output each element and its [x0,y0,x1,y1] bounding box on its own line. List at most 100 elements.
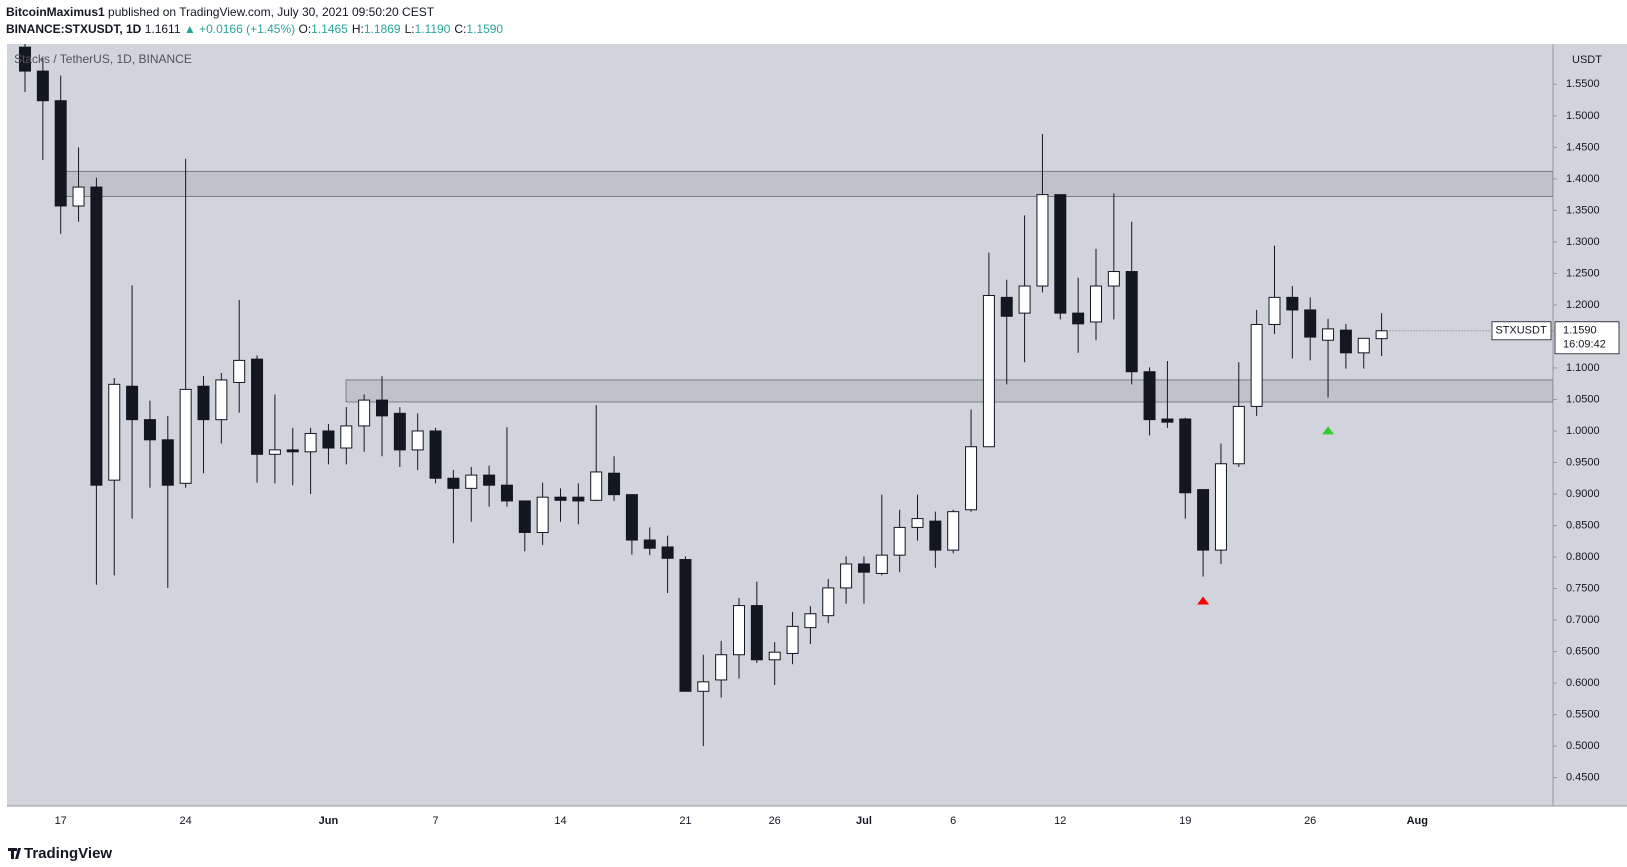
candle-body [947,511,960,551]
candle-body [1125,271,1138,373]
candle-body [590,471,603,501]
candle-body [251,358,264,455]
x-tick-label: 19 [1179,815,1191,827]
candle-body [197,385,210,421]
y-tick-label: 0.4500 [1566,772,1600,784]
candle-body [72,186,85,207]
y-tick-label: 1.2500 [1566,267,1600,279]
x-tick-label: 14 [554,815,566,827]
ohlc-value: 1.1869 [363,22,401,36]
candle-body [643,539,656,549]
candle-body [36,70,49,102]
x-tick-label: 6 [950,815,956,827]
candle-body [1072,312,1085,325]
candle-body [1018,285,1031,314]
signal-arrow [1197,596,1210,605]
candle-body [1036,194,1049,287]
candle-body [376,399,388,417]
candle-body [1232,405,1245,465]
candle-body [929,520,942,551]
candle-body [1214,463,1227,551]
x-tick-label: 24 [180,815,192,827]
last-price: 1.1611 [144,22,181,36]
logo: TradingView [8,845,112,862]
y-tick-label: 1.3000 [1566,236,1600,248]
candle-body [1161,418,1174,423]
candle-body [625,494,638,541]
ohlc-value: 1.1590 [466,22,504,36]
candle-body [572,496,585,502]
candle-body [679,559,692,692]
y-tick-label: 1.0500 [1566,393,1600,405]
candle-body [54,100,67,207]
candle-body [108,383,121,481]
candle-body [982,294,995,448]
currency: USDT [1572,54,1602,66]
symbol: BINANCE:STXUSDT, 1D [6,22,142,36]
series-label-box [1491,321,1552,341]
candle-body [1090,285,1102,323]
ohlc-value: 1.1465 [311,22,348,36]
y-tick-label: 1.0000 [1566,425,1600,437]
zone [345,379,1553,403]
ohlc-label: C: [454,22,467,36]
y-tick-label: 1.3500 [1566,204,1600,216]
candle-body [215,379,228,421]
candle-body [840,563,853,589]
candle-body [733,605,745,656]
candle-body [143,419,156,441]
series-label: STXUSDT [1495,325,1547,337]
candle-body [1375,330,1388,340]
candle-body [1250,323,1263,407]
candle-body [500,484,513,502]
y-tick-label: 0.8500 [1566,519,1600,531]
candle-body [268,449,281,455]
y-tick-label: 0.9500 [1566,456,1600,468]
candle-body [286,449,299,453]
candle-body [554,496,567,501]
y-tick-label: 0.6000 [1566,677,1600,689]
ohlc-value: 1.1190 [414,22,451,36]
candle-body [411,430,424,451]
candle-body [893,526,906,556]
candle-body [1322,328,1335,341]
candle-body [1000,296,1013,317]
candle-body [322,430,335,449]
candle-body [1268,296,1281,325]
signal-arrow [1322,426,1335,435]
candle-body [393,412,406,451]
candle-body [465,474,478,489]
author: BitcoinMaximus1 [6,5,105,19]
candle-body [90,186,103,486]
price-label: 1.1590 [1563,325,1597,337]
y-tick-label: 0.6500 [1566,645,1600,657]
candle-body [1304,309,1317,338]
candle-body [1143,371,1156,421]
candle-body [750,605,763,661]
header-line: BitcoinMaximus1 published on TradingView… [6,5,434,19]
y-tick-label: 0.7500 [1566,582,1600,594]
x-tick-label: 12 [1054,815,1066,827]
header-line: BINANCE:STXUSDT, 1D 1.1611 ▲ +0.0166 (+1… [6,22,507,36]
y-tick-label: 0.5000 [1566,740,1600,752]
candle-body [19,46,31,72]
x-tick-label: Aug [1407,815,1428,827]
x-tick-label: 26 [1304,815,1316,827]
axes: 0.4500 0.5000 0.5500 0.6000 0.6500 0.7000 0.75… [55,78,1620,827]
ohlc: O:1.1465 H:1.1869 L:1.1190 C:1.1590 [298,22,507,36]
x-tick-label: 7 [432,815,438,827]
candle-body [1107,271,1120,287]
legend-text: Stacks / TetherUS, 1D, BINANCE [14,52,192,66]
plot [19,44,1553,747]
y-tick-label: 1.2000 [1566,299,1600,311]
candle-body [340,425,353,449]
ohlc-label: O: [298,22,312,36]
candle-body [857,563,870,573]
candle-body [536,496,549,533]
candle-body [661,546,674,559]
candle-body [518,500,531,533]
candle-body [697,681,710,692]
ohlc-label: L: [404,22,415,36]
published: published on TradingView.com, July 30, 2… [108,5,435,19]
